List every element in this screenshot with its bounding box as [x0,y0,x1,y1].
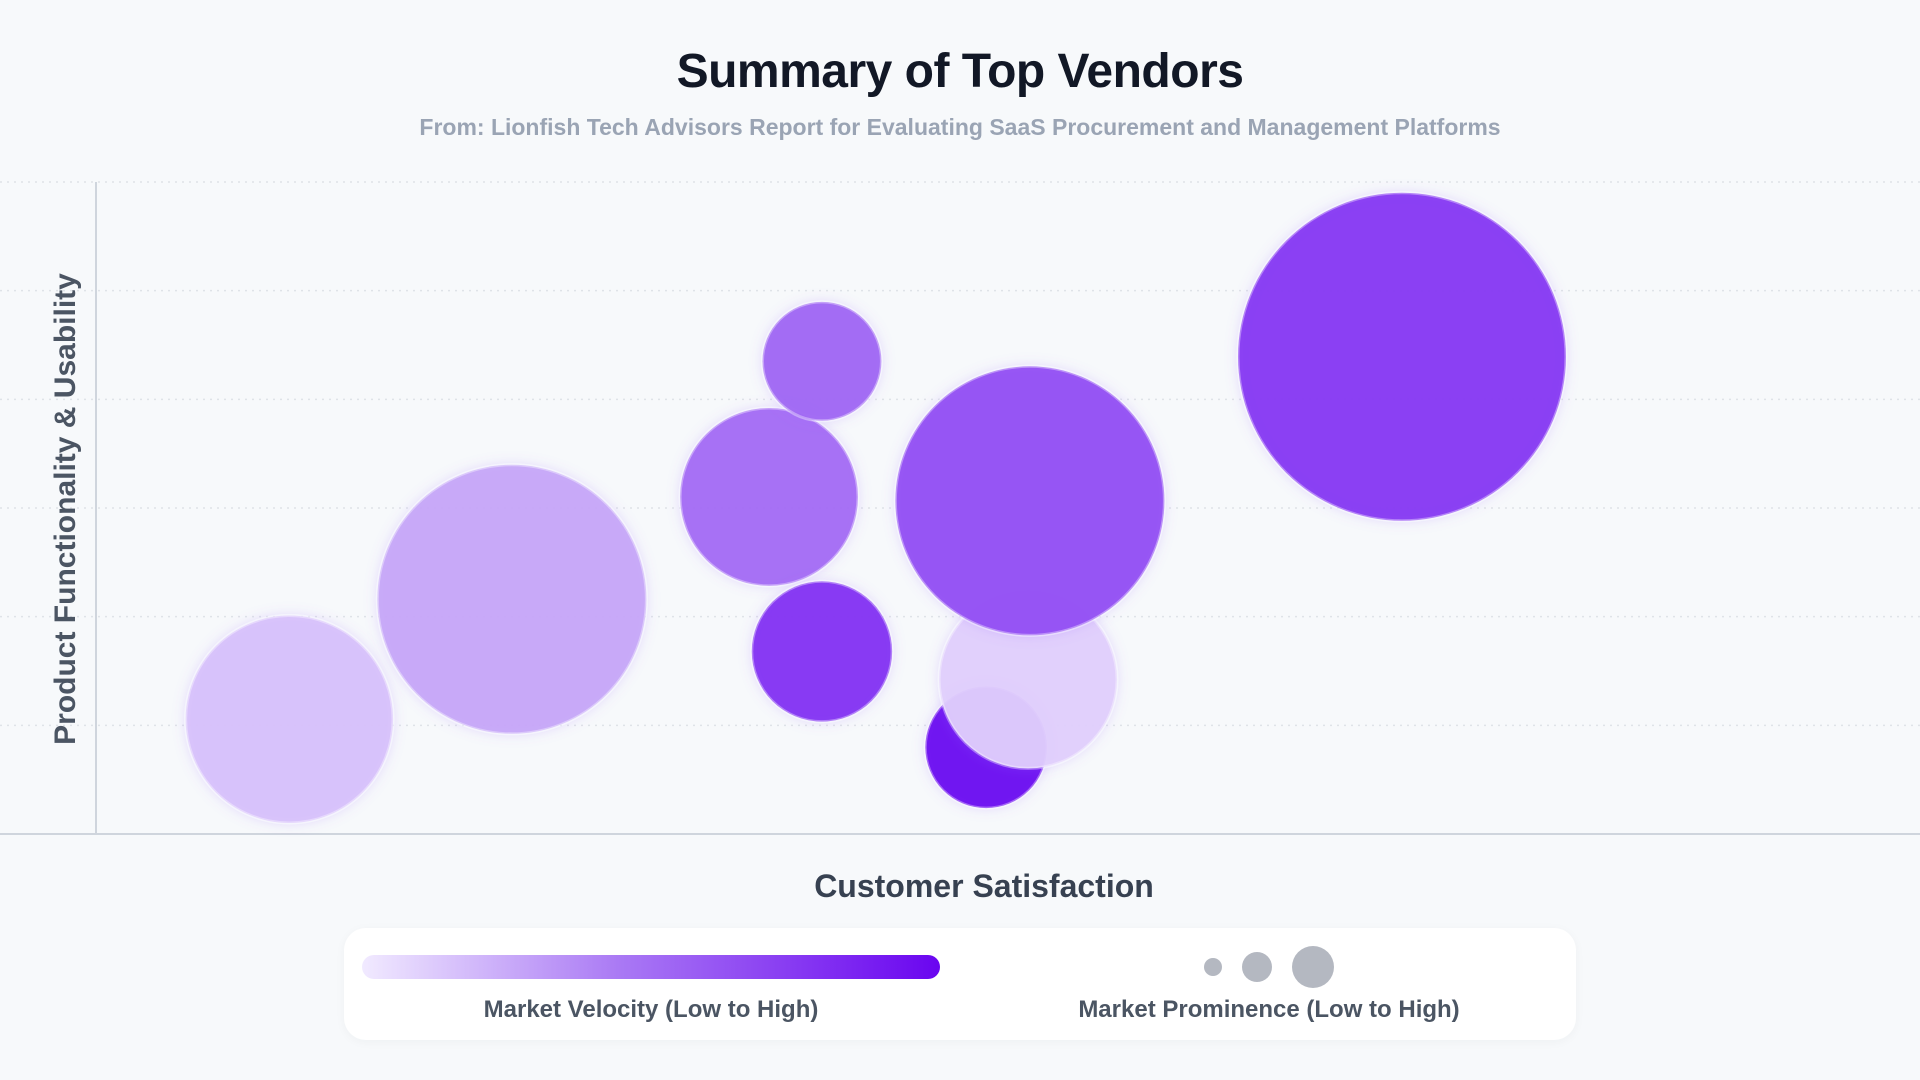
chart-title: Summary of Top Vendors [676,45,1244,98]
x-axis-label: Customer Satisfaction [814,868,1154,904]
vendor-bubble-3[interactable] [678,406,860,588]
vendor-bubble-5[interactable] [750,579,894,724]
y-axis-label: Product Functionality & Usability [49,273,82,745]
vendor-bubble-1[interactable] [184,614,395,825]
prominence-legend-label: Market Prominence (Low to High) [1078,996,1460,1023]
vendor-bubble-8[interactable] [893,364,1166,637]
velocity-gradient-bar [362,955,940,979]
size-dot-medium [1242,952,1272,982]
size-dot-small [1204,958,1222,976]
vendor-bubble-9[interactable] [1236,191,1568,523]
size-dot-large [1292,946,1334,988]
legend: Market Velocity (Low to High) Market Pro… [344,928,1576,1040]
axes [0,182,1920,835]
vendor-bubble-4[interactable] [760,300,883,423]
velocity-legend-label: Market Velocity (Low to High) [483,996,819,1023]
chart-subtitle: From: Lionfish Tech Advisors Report for … [419,114,1501,140]
vendor-bubble-2[interactable] [375,463,648,736]
bubbles [184,191,1568,825]
